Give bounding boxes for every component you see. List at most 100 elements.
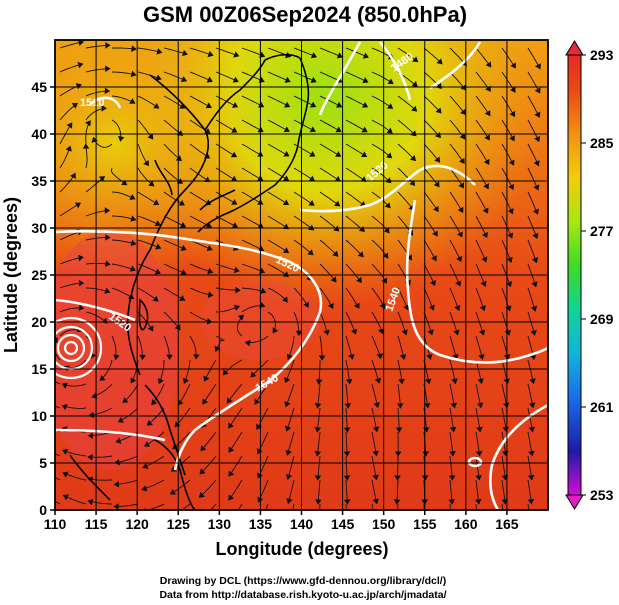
streamline-arrow	[429, 279, 436, 287]
streamline-arrow	[409, 179, 416, 186]
streamline-arrow	[105, 42, 111, 49]
streamline-arrow	[344, 403, 352, 409]
streamline-arrow	[307, 249, 314, 256]
x-tick-label: 165	[495, 516, 519, 532]
streamline-arrow	[309, 150, 316, 157]
streamline	[146, 503, 165, 510]
streamline-arrow	[449, 450, 456, 457]
streamline-arrow	[362, 52, 369, 59]
streamline-arrow	[530, 329, 537, 336]
streamline-arrow	[436, 58, 443, 65]
streamline-arrow	[105, 65, 111, 73]
streamline-arrow	[101, 104, 107, 112]
streamline	[475, 503, 478, 510]
streamline-arrow	[286, 353, 293, 360]
streamline-arrow	[71, 103, 78, 109]
streamline-arrow	[235, 286, 241, 294]
streamline-arrow	[228, 446, 235, 453]
streamline	[319, 503, 321, 510]
streamline-arrow	[377, 328, 385, 335]
x-tick-label: 120	[125, 516, 149, 532]
streamline-arrow	[130, 239, 137, 247]
streamline-arrow	[131, 45, 137, 52]
x-axis-title: Longitude (degrees)	[215, 539, 388, 559]
streamline-arrow	[406, 254, 412, 261]
streamline-arrow	[533, 184, 540, 191]
streamline-arrow	[314, 451, 322, 457]
streamline-arrow	[448, 499, 455, 505]
streamline-arrow	[350, 328, 358, 335]
streamline-arrow	[527, 474, 535, 481]
streamline-arrow	[146, 419, 153, 426]
streamline	[501, 503, 504, 510]
streamline-arrow	[152, 295, 159, 302]
streamline-arrow	[327, 302, 334, 310]
streamline-arrow	[113, 480, 120, 488]
streamline-arrow	[383, 227, 390, 234]
streamline-arrow	[386, 103, 394, 109]
streamline	[237, 503, 243, 510]
streamline-arrow	[284, 401, 291, 408]
streamline-arrow	[360, 151, 368, 157]
colorbar-tick-label: 285	[590, 135, 614, 151]
streamline-arrow	[452, 353, 459, 360]
streamline-arrow	[314, 427, 322, 433]
streamline	[180, 503, 191, 510]
streamline-arrow	[314, 403, 322, 409]
streamline	[55, 476, 61, 481]
y-tick-label: 35	[31, 173, 47, 189]
streamline-arrow	[395, 427, 403, 433]
streamline-arrow	[428, 304, 435, 311]
streamline-arrow	[87, 432, 93, 440]
streamline-arrow	[531, 257, 539, 264]
streamline-arrow	[181, 49, 188, 57]
streamline-arrow	[66, 122, 73, 129]
streamline-arrow	[244, 339, 251, 347]
streamline-arrow	[147, 325, 154, 332]
streamline-arrow	[310, 101, 317, 108]
streamline-arrow	[434, 156, 441, 163]
streamline-arrow	[372, 426, 380, 433]
streamline	[55, 380, 61, 385]
streamline-arrow	[315, 379, 323, 385]
streamline-arrow	[169, 488, 176, 495]
streamline-arrow	[122, 397, 129, 404]
streamline-arrow	[228, 494, 235, 501]
streamline	[527, 503, 530, 510]
streamline-arrow	[130, 70, 137, 78]
colorbar-tick-label: 277	[590, 223, 614, 239]
streamline-arrow	[148, 180, 155, 187]
streamline-arrow	[207, 291, 214, 298]
streamline-arrow	[206, 244, 213, 252]
streamline-arrow	[332, 250, 339, 257]
streamline-arrow	[180, 244, 187, 251]
streamline-arrow	[330, 276, 337, 283]
streamline-arrow	[433, 181, 440, 188]
streamline-arrow	[99, 374, 106, 381]
streamline-arrow	[233, 266, 240, 274]
y-tick-label: 45	[31, 79, 47, 95]
contour-label-upper-left: 1510	[80, 97, 104, 109]
warm-core-west	[55, 230, 180, 470]
streamline-arrow	[335, 126, 342, 133]
streamline-arrow	[508, 159, 515, 166]
streamline-arrow	[343, 451, 351, 457]
streamline-arrow	[382, 252, 389, 259]
streamline-arrow	[403, 304, 410, 311]
geopotential-contours	[55, 41, 548, 510]
streamline-arrow	[256, 448, 263, 455]
streamline-arrow	[481, 256, 488, 263]
streamline-arrow	[105, 234, 111, 241]
streamline	[371, 503, 374, 510]
streamline-arrow	[232, 76, 239, 83]
y-tick-label: 5	[39, 455, 47, 471]
streamline-arrow	[285, 449, 292, 456]
x-axis-ticks: 110 115 120 125 130 135 140 145 150 155 160 165	[44, 510, 519, 532]
map-plot-area: 1520 1510 1520 1540 1540 1520 1480 110 11…	[31, 39, 549, 532]
streamline-arrow	[396, 403, 404, 409]
streamline-arrow	[343, 475, 351, 481]
streamline-arrow	[432, 230, 438, 237]
streamline-arrow	[336, 101, 343, 108]
streamline-arrow	[115, 437, 122, 444]
